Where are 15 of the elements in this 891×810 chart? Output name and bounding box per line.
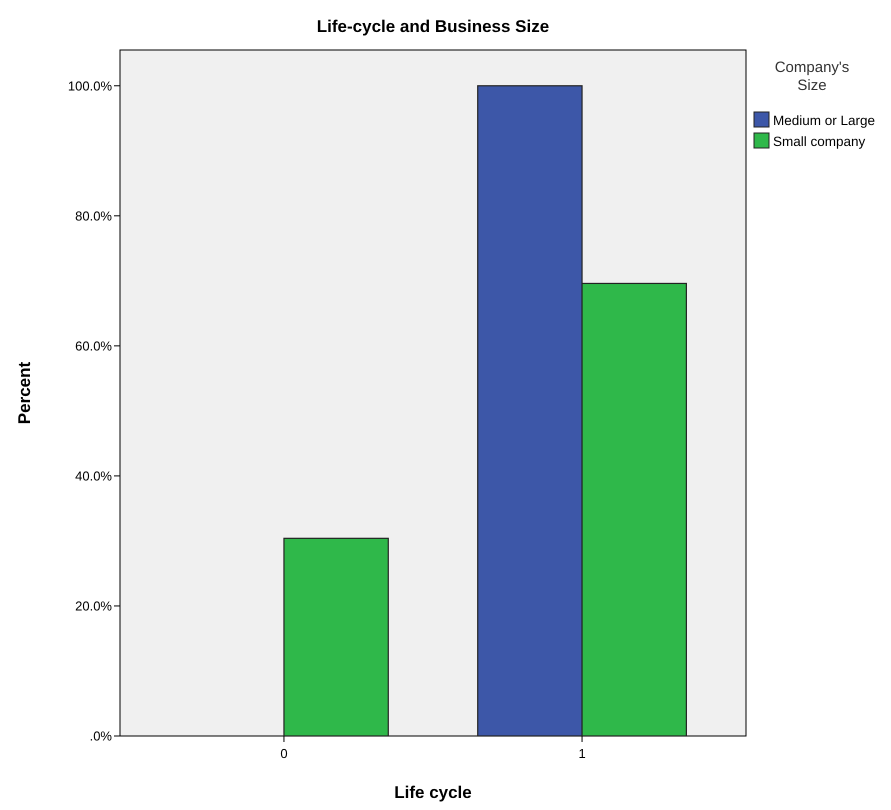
bar — [283, 538, 389, 737]
legend-label: Medium or Large — [773, 113, 876, 128]
y-tick-label: .0% — [90, 728, 112, 744]
chart-title: Life-cycle and Business Size — [316, 17, 550, 36]
legend-title: Company's Size — [774, 59, 850, 94]
y-tick-label: 60.0% — [75, 338, 112, 354]
x-tick-label: 1 — [578, 746, 586, 761]
y-tick-label: 80.0% — [75, 208, 112, 224]
legend-label: Small company — [773, 134, 866, 149]
x-axis-title: Life cycle — [394, 783, 472, 802]
x-tick-label: 0 — [280, 746, 288, 761]
y-tick-label: 20.0% — [75, 598, 112, 614]
y-tick-label: 40.0% — [75, 468, 112, 484]
y-axis-title: Percent — [15, 361, 34, 424]
y-tick-label: 100.0% — [68, 78, 112, 94]
